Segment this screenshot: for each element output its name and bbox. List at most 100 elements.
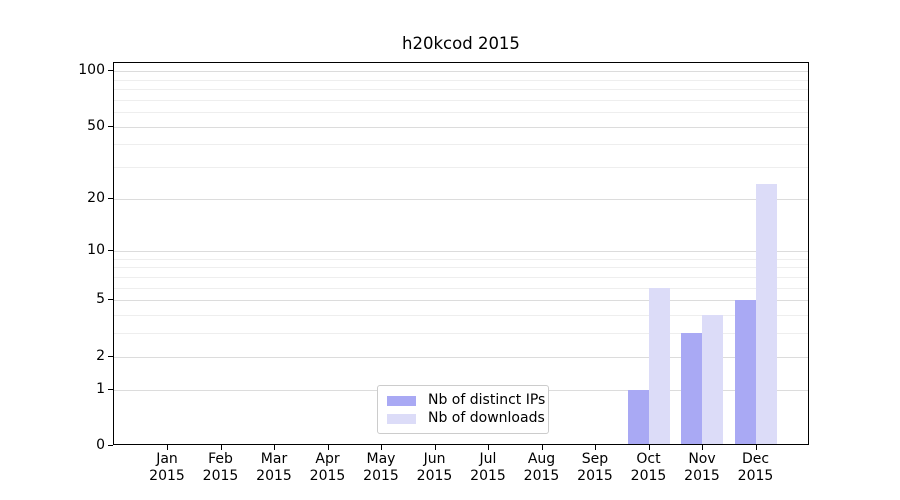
- x-tick-year: 2015: [684, 468, 720, 484]
- y-tick-mark: [108, 355, 113, 357]
- gridline-minor: [114, 277, 808, 279]
- x-tick-label: Mar 2015: [234, 451, 314, 485]
- x-tick-month: Jan: [156, 451, 178, 467]
- legend-swatch-icon: [387, 395, 416, 406]
- gridline-minor: [114, 144, 808, 146]
- y-tick-mark: [108, 299, 113, 301]
- gridline-minor: [114, 267, 808, 269]
- x-tick-mark: [167, 445, 168, 450]
- gridline-major: [114, 126, 808, 128]
- y-tick-mark: [108, 250, 113, 252]
- gridline-minor: [114, 258, 808, 260]
- gridline-minor: [114, 79, 808, 81]
- x-tick-label: May 2015: [341, 451, 421, 485]
- chart-title: h20kcod 2015: [402, 34, 520, 53]
- y-tick-label: 50: [87, 117, 105, 134]
- x-tick-label: Jan 2015: [127, 451, 207, 485]
- x-tick-month: Jun: [423, 451, 446, 467]
- x-tick-mark: [434, 445, 436, 450]
- x-tick-year: 2015: [363, 468, 399, 484]
- x-tick-month: Aug: [527, 451, 556, 467]
- gridline-minor: [114, 88, 808, 90]
- x-tick-label: Feb 2015: [181, 451, 261, 485]
- x-tick-label: Aug 2015: [502, 451, 582, 485]
- y-tick-label: 20: [87, 189, 105, 206]
- x-tick-month: Feb: [208, 451, 233, 467]
- legend-item: Nb of downloads: [387, 410, 545, 427]
- plot-area: Nb of distinct IPs Nb of downloads: [113, 62, 809, 445]
- x-tick-year: 2015: [309, 468, 346, 484]
- x-tick-label: Dec 2015: [716, 451, 796, 485]
- x-tick-year: 2015: [202, 468, 239, 484]
- gridline-minor: [114, 99, 808, 101]
- x-tick-mark: [274, 445, 275, 450]
- x-tick-year: 2015: [737, 468, 774, 484]
- x-tick-year: 2015: [149, 468, 185, 484]
- x-tick-month: Nov: [688, 451, 716, 467]
- x-tick-year: 2015: [630, 468, 667, 484]
- x-tick-month: Dec: [741, 451, 770, 467]
- x-tick-label: Oct 2015: [609, 451, 689, 485]
- x-tick-month: Jul: [479, 451, 497, 467]
- y-tick-mark: [108, 197, 113, 199]
- x-tick-mark: [327, 445, 329, 450]
- bar-distinct-ips: [627, 389, 649, 444]
- x-tick-label: Jun 2015: [395, 451, 475, 485]
- y-tick-mark: [108, 70, 113, 72]
- y-tick-label: 2: [96, 347, 105, 364]
- legend-item: Nb of distinct IPs: [387, 392, 545, 409]
- legend-label: Nb of distinct IPs: [428, 392, 546, 408]
- x-tick-month: Oct: [636, 451, 661, 467]
- gridline-major: [114, 251, 808, 253]
- x-tick-label: Sep 2015: [555, 451, 635, 485]
- gridline-major: [114, 300, 808, 302]
- y-tick-label: 0: [96, 437, 105, 453]
- bar-downloads: [702, 315, 723, 444]
- gridline-minor: [114, 315, 808, 317]
- x-tick-mark: [381, 445, 382, 450]
- gridline-minor: [114, 333, 808, 335]
- bar-downloads: [648, 287, 670, 444]
- x-tick-year: 2015: [256, 468, 292, 484]
- y-tick-label: 10: [87, 242, 105, 259]
- x-tick-month: Sep: [581, 451, 609, 467]
- x-tick-label: Nov 2015: [662, 451, 742, 485]
- x-tick-label: Jul 2015: [448, 451, 528, 485]
- x-tick-mark: [755, 445, 757, 450]
- x-tick-month: Mar: [260, 451, 288, 467]
- x-tick-month: Apr: [315, 451, 340, 467]
- gridline-major: [114, 198, 808, 200]
- x-tick-year: 2015: [470, 468, 506, 484]
- x-tick-mark: [541, 445, 543, 450]
- bar-distinct-ips: [734, 300, 756, 444]
- y-tick-mark: [108, 388, 113, 390]
- x-tick-mark: [220, 445, 222, 450]
- y-tick-label: 1: [96, 380, 105, 397]
- x-tick-year: 2015: [577, 468, 613, 484]
- gridline-minor: [114, 287, 808, 289]
- y-tick-mark: [108, 125, 113, 127]
- x-tick-year: 2015: [523, 468, 560, 484]
- legend: Nb of distinct IPs Nb of downloads: [377, 385, 549, 434]
- x-tick-month: May: [366, 451, 396, 467]
- y-tick-mark: [108, 445, 113, 446]
- x-tick-mark: [488, 445, 489, 450]
- bar-distinct-ips: [681, 333, 702, 444]
- gridline-major: [114, 71, 808, 73]
- gridline-major: [114, 356, 808, 358]
- x-tick-mark: [595, 445, 596, 450]
- x-tick-mark: [648, 445, 650, 450]
- y-tick-label: 5: [96, 291, 105, 308]
- bar-downloads: [755, 184, 777, 444]
- x-tick-label: Apr 2015: [288, 451, 368, 485]
- legend-label: Nb of downloads: [428, 410, 545, 426]
- legend-swatch-icon: [387, 413, 416, 424]
- x-tick-mark: [702, 445, 703, 450]
- x-tick-year: 2015: [416, 468, 453, 484]
- gridline-minor: [114, 112, 808, 113]
- y-tick-label: 100: [78, 62, 105, 79]
- gridline-minor: [114, 166, 808, 168]
